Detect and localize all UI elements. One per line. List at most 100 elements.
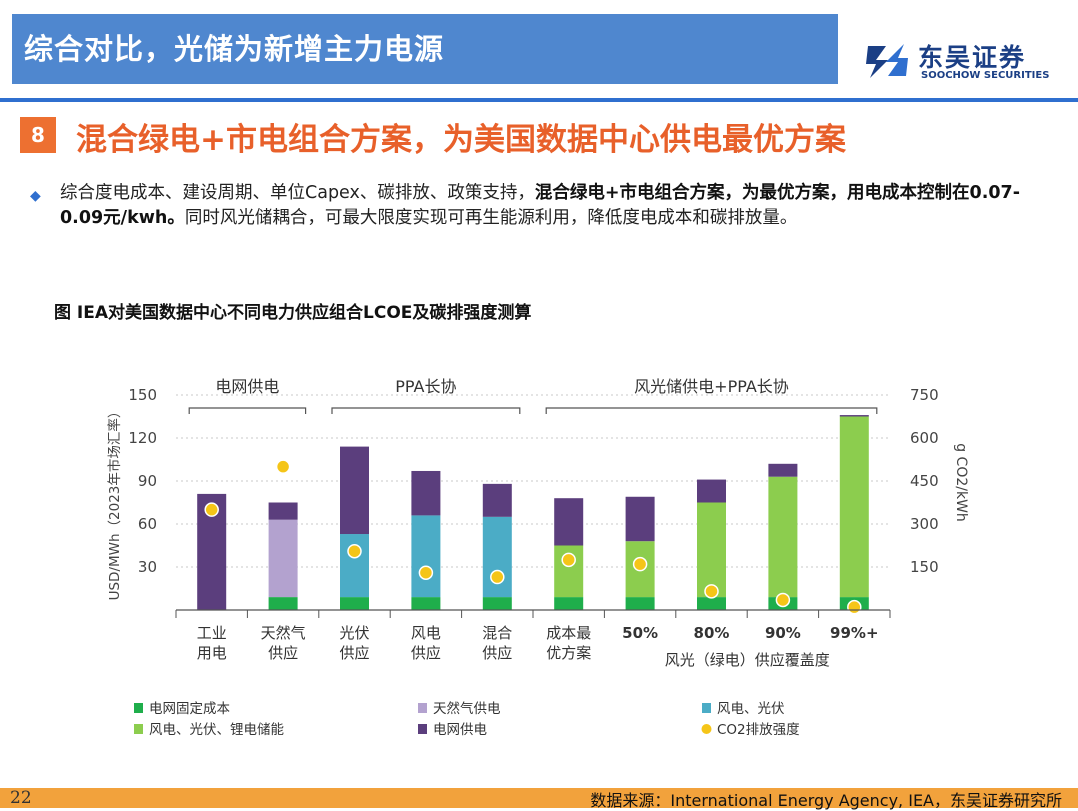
- x-group-axis-label: 风光（绿电）供应覆盖度: [665, 651, 830, 669]
- bullet-paragraph: 综合度电成本、建设周期、单位Capex、碳排放、政策支持，混合绿电+市电组合方案…: [60, 181, 1060, 231]
- group-label: 电网供电: [215, 377, 279, 396]
- bar-segment: [625, 496, 655, 542]
- x-tick-label: 风电: [411, 624, 441, 642]
- bars-layer: [197, 415, 869, 610]
- group-bracket: [188, 407, 307, 414]
- y2-tick-label: 150: [910, 558, 939, 576]
- co2-point: [347, 543, 362, 559]
- bar-segment: [697, 597, 726, 610]
- co2-point: [418, 565, 434, 580]
- bullet-text-2: 同时风光储耦合，可最大限度实现可再生能源利用，降低度电成本和碳排放量。: [184, 208, 798, 228]
- co2-point: [490, 569, 505, 585]
- co2-point: [275, 459, 291, 474]
- soochow-logo-icon: [866, 44, 908, 78]
- y2-tick-label: 300: [910, 515, 939, 533]
- bar-segment: [268, 597, 298, 610]
- x-tick-label: 光伏: [339, 624, 369, 642]
- legend-label: CO2排放强度: [717, 722, 800, 738]
- x-tick-label: 供应: [411, 644, 441, 662]
- x-tick-label: 工业: [197, 624, 227, 642]
- bar-segment: [340, 534, 369, 598]
- x-tick-label: 99%+: [830, 624, 878, 642]
- x-tick-label: 用电: [197, 644, 227, 662]
- section-title: 混合绿电+市电组合方案，为美国数据中心供电最优方案: [76, 122, 846, 158]
- bullet-text-bold: 混合绿电+市电组合方案，为最优方案，用电成本控制在0.07-0.09元/kwh。: [60, 183, 1020, 228]
- y-axis-label: USD/MWh（2023年市场汇率）: [106, 405, 123, 601]
- x-tick-label: 供应: [482, 644, 512, 662]
- figure-title: 图 IEA对美国数据中心不同电力供应组合LCOE及碳排强度测算: [54, 303, 532, 323]
- y2-tick-label: 750: [910, 386, 939, 404]
- x-tick-label: 天然气: [261, 624, 306, 642]
- legend-label: 风电、光伏、锂电储能: [149, 722, 284, 738]
- y-tick-label: 60: [138, 515, 157, 533]
- co2-point: [704, 584, 719, 599]
- y2-tick-label: 450: [910, 472, 939, 490]
- y-tick-label: 30: [138, 558, 157, 576]
- header-bar: [12, 14, 838, 84]
- y-tick-label: 120: [128, 429, 157, 447]
- y-tick-label: 90: [138, 472, 157, 490]
- logo-cn-text: 东吴证券: [918, 43, 1027, 72]
- legend-swatch: [701, 724, 712, 734]
- bar-segment: [625, 597, 655, 610]
- y2-axis-label: g CO2/kWh: [953, 443, 969, 522]
- bar-segment: [697, 479, 726, 503]
- bar-segment: [340, 446, 369, 535]
- x-tick-label: 混合: [482, 624, 512, 642]
- legend-swatch: [418, 724, 427, 734]
- bar-segment: [697, 502, 726, 598]
- bar-segment: [268, 519, 298, 598]
- diamond-bullet-icon: ◆: [30, 188, 41, 204]
- footer-bar: [0, 788, 1078, 808]
- legend-label: 电网固定成本: [149, 701, 230, 717]
- co2-point: [561, 552, 576, 568]
- bar-segment: [340, 597, 369, 610]
- header-divider: [0, 98, 1078, 102]
- x-tick-label: 50%: [622, 624, 658, 642]
- y2-tick-label: 600: [910, 429, 939, 447]
- co2-dots-layer: [204, 459, 862, 615]
- x-tick-label: 90%: [765, 624, 801, 642]
- x-tick-label: 成本最: [546, 624, 591, 642]
- group-label: 风光储供电+PPA长协: [634, 377, 789, 396]
- x-tick-label: 优方案: [546, 644, 591, 662]
- bar-segment: [554, 597, 584, 610]
- x-tick-label: 80%: [694, 624, 730, 642]
- legend-label: 风电、光伏: [717, 701, 785, 717]
- bar-segment: [839, 416, 869, 598]
- co2-point: [204, 502, 219, 517]
- section-number-badge: 8: [20, 117, 56, 153]
- legend-swatch: [418, 703, 427, 713]
- source-note: 数据来源：International Energy Agency, IEA，东吴…: [590, 791, 1062, 810]
- bar-segment: [411, 470, 441, 516]
- page-number: 22: [10, 788, 32, 808]
- bar-segment: [411, 515, 441, 598]
- x-tick-label: 供应: [268, 644, 298, 662]
- logo: 东吴证券 SOOCHOW SECURITIES: [858, 40, 1058, 86]
- x-tick-label: 供应: [339, 644, 369, 662]
- bar-segment: [482, 483, 512, 517]
- group-bracket: [545, 407, 878, 414]
- co2-point: [632, 556, 648, 572]
- co2-point: [775, 592, 791, 608]
- bar-segment: [554, 498, 584, 546]
- axis-layer: 30 60 90 120 150 150 300 450 600 750 USD/MWh（2023年…: [106, 386, 969, 669]
- legend-swatch: [134, 703, 143, 713]
- bar-segment: [268, 502, 298, 520]
- legend-label: 天然气供电: [433, 700, 501, 717]
- bullet-text-1: 综合度电成本、建设周期、单位Capex、碳排放、政策支持，: [60, 183, 535, 203]
- legend-swatch: [702, 703, 711, 713]
- co2-point: [847, 599, 862, 615]
- bar-segment: [482, 597, 512, 610]
- bar-segment: [839, 415, 869, 417]
- legend-label: 电网供电: [433, 722, 487, 738]
- y-tick-label: 150: [128, 386, 157, 404]
- logo-en-text: SOOCHOW SECURITIES: [921, 70, 1050, 81]
- group-brackets: 电网供电 PPA长协 风光储供电+PPA长协: [188, 377, 878, 414]
- group-bracket: [331, 407, 521, 414]
- group-label: PPA长协: [395, 377, 456, 396]
- bar-segment: [768, 476, 798, 598]
- legend-swatch: [134, 724, 143, 734]
